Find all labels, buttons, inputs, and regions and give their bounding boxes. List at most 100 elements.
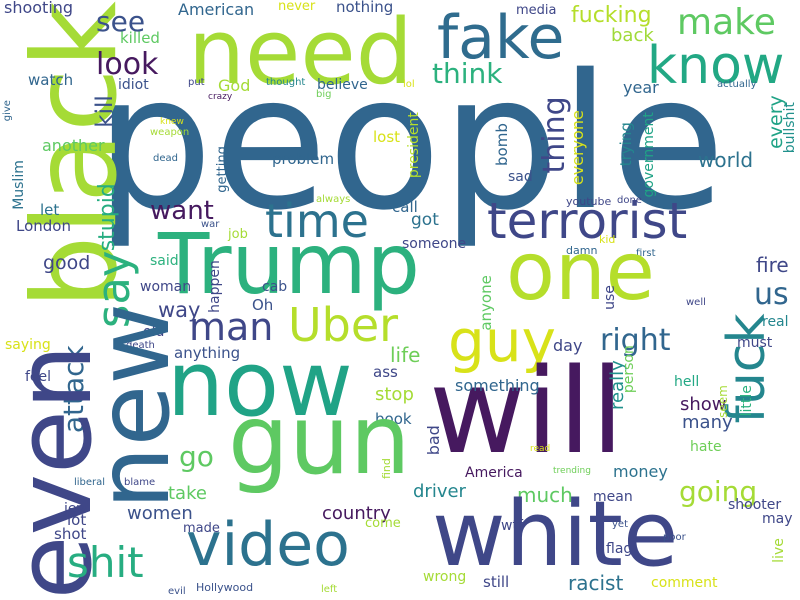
word-wrong: wrong [423, 569, 467, 585]
word-come: come [365, 516, 401, 531]
word-wtf: wtf [501, 518, 523, 534]
word-liberal: liberal [74, 477, 106, 488]
word-first: first [636, 248, 656, 259]
word-know: know [647, 36, 785, 96]
word-american: American [178, 0, 255, 19]
word-money: money [613, 462, 668, 481]
word-people: people [95, 34, 726, 251]
word-think: think [432, 57, 503, 90]
word-shooter: shooter [728, 497, 782, 513]
word-take: take [168, 483, 207, 504]
word-hollywood: Hollywood [196, 581, 254, 594]
word-old: old [143, 324, 165, 340]
word-live: live [771, 538, 787, 563]
word-bad: bad [424, 425, 443, 456]
word-read: read [530, 444, 551, 454]
word-yet: yet [612, 519, 628, 530]
word-everyone: everyone [568, 110, 587, 186]
word-women: women [127, 503, 193, 524]
word-us: us [754, 277, 789, 312]
word-comment: comment [651, 575, 718, 591]
word-well: well [686, 297, 706, 308]
word-one: one [506, 225, 655, 318]
word-racist: racist [568, 571, 624, 595]
word-god: God [218, 76, 251, 95]
word-fake: fake [437, 3, 565, 73]
word-hate: hate [690, 439, 722, 455]
word-anyone: anyone [477, 275, 495, 331]
word-put: put [188, 77, 205, 88]
word-back: back [611, 25, 654, 46]
word-will: will [429, 342, 624, 480]
word-right: right [600, 323, 671, 358]
word-dead: dead [153, 153, 178, 164]
word-big: big [316, 89, 332, 100]
word-knew: knew [160, 117, 184, 127]
word-hell: hell [674, 374, 700, 390]
word-woman: woman [140, 279, 192, 295]
word-real: real [762, 314, 789, 330]
word-book: book [375, 410, 412, 428]
word-country: country [322, 503, 391, 524]
word-fire: fire [756, 253, 789, 277]
word-go: go [179, 440, 214, 473]
word-shit: shit [67, 538, 144, 587]
word-find: find [380, 458, 393, 480]
word-poor: poor [663, 532, 686, 543]
word-show: show [680, 394, 727, 415]
word-watch: watch [28, 71, 74, 89]
word-america: America [465, 465, 523, 481]
word-bomb: bomb [493, 123, 511, 166]
word-many: many [682, 412, 733, 433]
word-little: little [739, 385, 755, 417]
word-trump: Trump [158, 215, 420, 313]
word-london: London [16, 217, 71, 235]
word-government: government [641, 112, 657, 198]
word-use: use [602, 285, 618, 310]
word-believe: believe [317, 77, 368, 93]
word-cab: cab [262, 279, 288, 295]
word-life: life [390, 343, 421, 367]
word-give: give [2, 100, 13, 122]
word-media: media [516, 3, 557, 18]
word-ass: ass [373, 363, 398, 381]
word-done: done [617, 195, 642, 206]
word-jew: jew [64, 501, 88, 517]
word-trying: trying [617, 122, 635, 167]
word-still: still [483, 573, 510, 591]
word-nothing: nothing [336, 0, 394, 16]
word-bullshit: bullshit [782, 102, 798, 154]
word-look: look [96, 47, 159, 82]
word-lot: lot [67, 511, 87, 529]
word-lost: lost [373, 128, 401, 146]
word-oh: Oh [252, 296, 274, 314]
word-good: good [43, 252, 91, 274]
word-blame: blame [124, 477, 156, 488]
word-let: let [40, 201, 60, 219]
word-lol: lol [403, 79, 415, 90]
word-someone: someone [402, 236, 467, 252]
word-gun: gun [228, 384, 411, 496]
word-anything: anything [174, 344, 241, 362]
word-actually: actually [717, 79, 757, 90]
word-weapon: weapon [150, 127, 190, 138]
word-always: always [316, 194, 351, 205]
word-need: need [188, 0, 413, 105]
word-shot: shot [54, 525, 87, 543]
word-flag: flag [606, 541, 633, 557]
word-sad: sad [508, 169, 533, 185]
word-thought: thought [266, 77, 306, 88]
word-white: white [432, 482, 679, 587]
word-made: made [183, 521, 220, 536]
word-driver: driver [413, 481, 466, 502]
word-problem: problem [272, 150, 335, 168]
word-idiot: idiot [118, 77, 149, 93]
word-evil: evil [168, 586, 186, 597]
word-must: must [737, 335, 773, 351]
word-death: death [126, 340, 155, 351]
word-mean: mean [593, 489, 633, 505]
word-video: video [186, 510, 350, 580]
word-terrorist: terrorist [487, 192, 688, 250]
word-way: way [158, 298, 201, 322]
word-now: now [167, 332, 353, 437]
